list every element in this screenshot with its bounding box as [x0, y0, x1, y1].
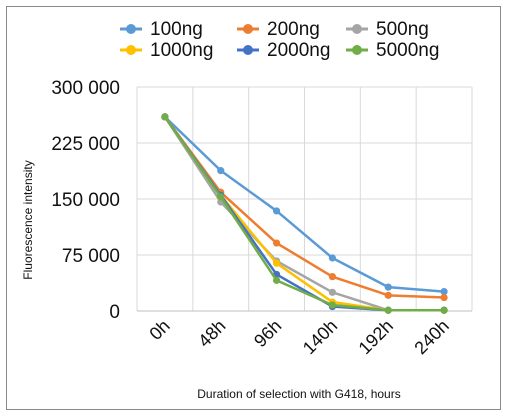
- axes: 0 75 000 150 000 225 000 300 000 0h 48h 96h 140h…: [51, 78, 472, 358]
- series-line-200ng: [163, 116, 445, 299]
- legend-label-1000ng: 1000ng: [150, 40, 213, 61]
- legend-label-500ng: 500ng: [376, 19, 429, 40]
- y-tick-label: 300 000: [51, 78, 120, 99]
- legend-marker-100ng: [126, 24, 136, 34]
- data-point-200ng: [272, 239, 281, 247]
- legend-label-200ng: 200ng: [267, 19, 320, 40]
- legend-label-100ng: 100ng: [150, 19, 203, 40]
- legend-label-5000ng: 5000ng: [376, 40, 439, 61]
- legend-marker-1000ng: [126, 45, 136, 55]
- data-point-200ng: [440, 293, 448, 302]
- series-line-5000ng: [163, 116, 445, 312]
- series-line-100ng: [164, 115, 445, 293]
- legend-marker-500ng: [352, 24, 362, 34]
- legend-marker-200ng: [243, 24, 253, 34]
- y-tick-label: 75 000: [62, 246, 120, 267]
- legend: 100ng 200ng 500ng 1000ng 2000ng 5000ng: [120, 19, 439, 61]
- x-axis-title: Duration of selection with G418, hours: [197, 387, 400, 401]
- y-tick-label: 0: [109, 302, 120, 323]
- chart-frame: [6, 6, 501, 410]
- data-point-5000ng: [272, 276, 281, 284]
- data-point-500ng: [328, 288, 337, 296]
- data-point-100ng: [384, 283, 392, 291]
- y-tick-label: 225 000: [51, 134, 120, 155]
- series-group: [161, 113, 448, 314]
- data-point-5000ng: [161, 113, 169, 121]
- legend-marker-5000ng: [352, 45, 362, 55]
- y-tick-label: 150 000: [51, 190, 120, 211]
- x-tick-label: 0h: [145, 316, 173, 344]
- legend-marker-2000ng: [243, 45, 253, 55]
- x-tick-label: 140h: [299, 316, 341, 358]
- data-point-1000ng: [272, 259, 281, 267]
- y-axis-title: Fluorescence intensity: [21, 160, 35, 279]
- x-tick-label: 240h: [410, 316, 452, 358]
- data-point-100ng: [328, 254, 337, 262]
- x-tick-label: 48h: [194, 316, 229, 351]
- x-tick-label: 192h: [355, 316, 397, 358]
- legend-label-2000ng: 2000ng: [267, 40, 330, 61]
- data-point-5000ng: [217, 193, 225, 201]
- data-point-200ng: [384, 291, 392, 299]
- data-point-200ng: [328, 273, 337, 281]
- x-tick-label: 96h: [250, 316, 285, 351]
- data-point-5000ng: [384, 306, 392, 314]
- data-point-5000ng: [328, 301, 337, 309]
- data-point-100ng: [272, 207, 281, 215]
- data-point-5000ng: [440, 306, 448, 314]
- data-point-100ng: [217, 167, 225, 175]
- data-point-100ng: [440, 287, 448, 296]
